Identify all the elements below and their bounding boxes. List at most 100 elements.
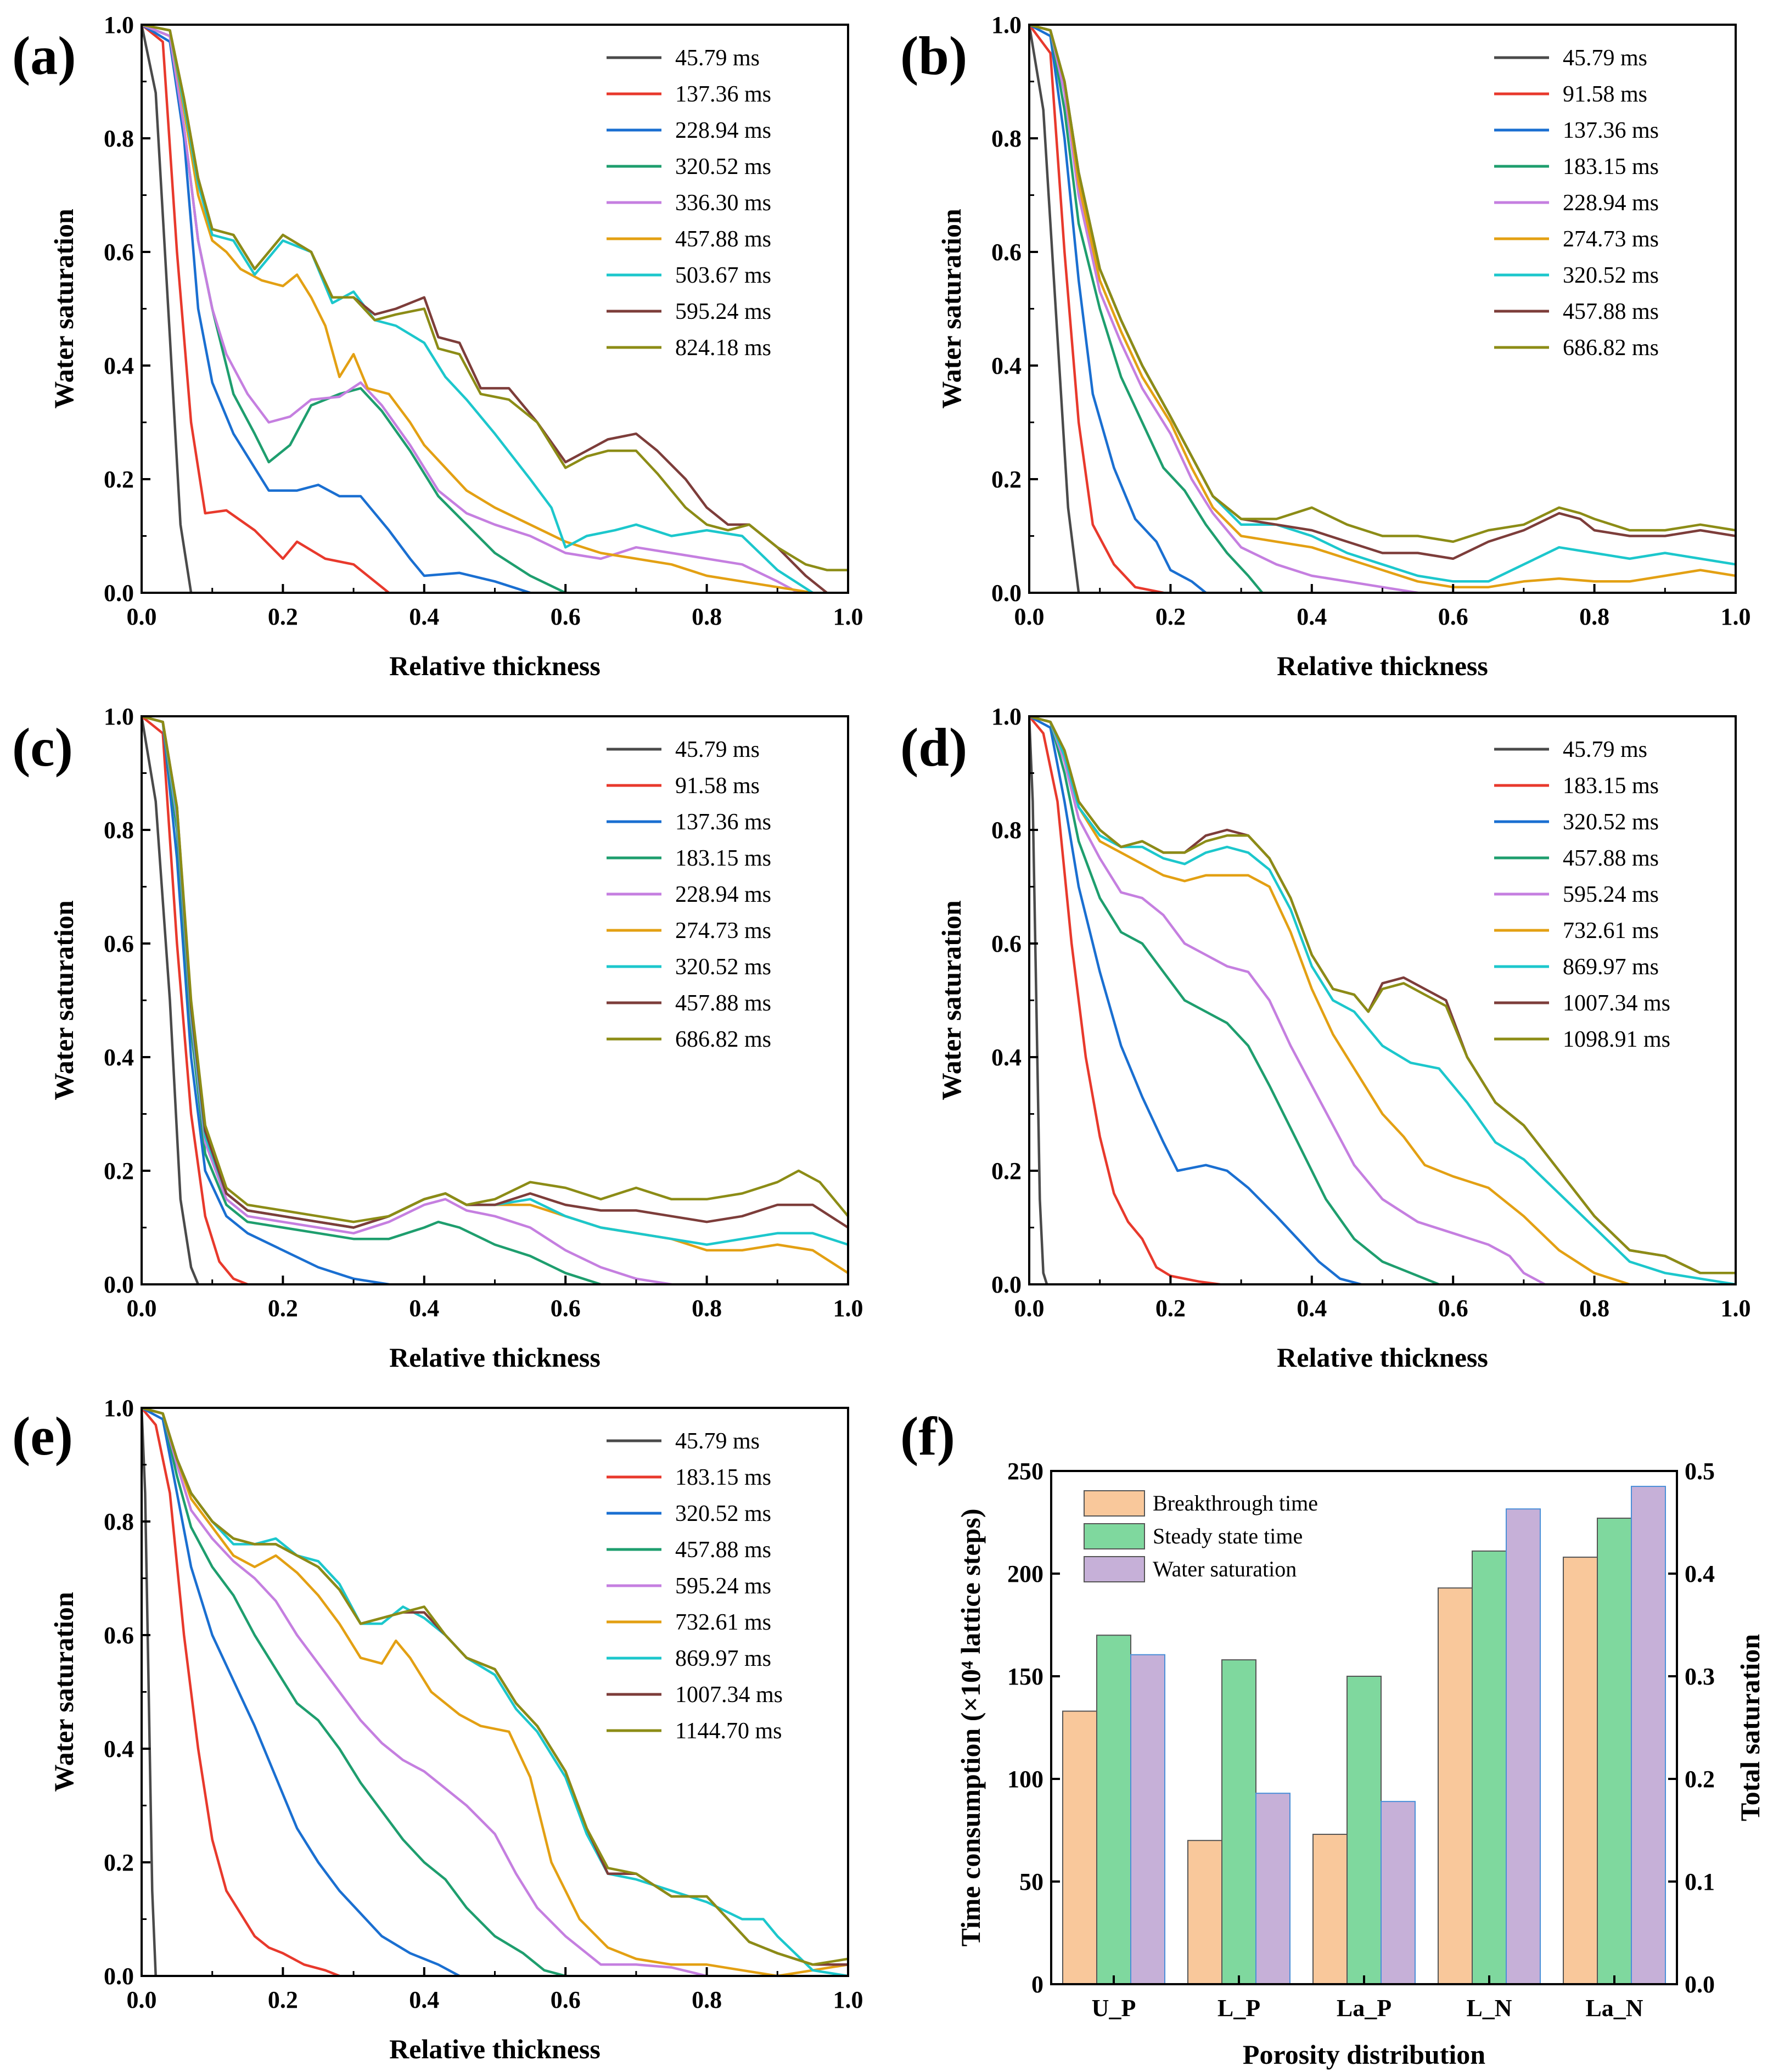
series-group [142, 24, 848, 593]
x-axis-title: Relative thickness [389, 2034, 601, 2064]
series-line-2 [1029, 715, 1363, 1284]
panel-b: (b) 0.0 0.2 0.4 0.6 0.8 1.0 0.0 0.2 0.4 0.6 0.8 1.0… [900, 12, 1751, 681]
series-line-0 [1029, 24, 1080, 593]
x-tick-label: 0.0 [127, 1986, 157, 2013]
chart-d: 0.0 0.2 0.4 0.6 0.8 1.0 0.0 0.2 0.4 0.6 0.8 1.0 Rela… [936, 703, 1751, 1373]
y-axis-title: Water saturation [936, 900, 967, 1100]
legend-swatch-2 [1084, 1556, 1145, 1582]
x-tick-label: 0.6 [1438, 1295, 1468, 1322]
bar-steady-state-time-La_P [1346, 1676, 1382, 1985]
x-tick-label: La_N [1585, 1995, 1643, 2022]
legend-label-3: 183.15 ms [675, 846, 771, 871]
y-tick-label: 0.6 [104, 930, 134, 957]
legend-label-4: 228.94 ms [675, 882, 771, 907]
series-line-2 [142, 1407, 461, 1976]
x-tick-label: 0.0 [1014, 1295, 1045, 1322]
series-line-1 [142, 24, 390, 593]
series-group [1029, 24, 1736, 593]
y-tick-label: 0.6 [104, 1622, 134, 1649]
legend: 45.79 ms 137.36 ms 228.94 ms 320.52 ms 336.3… [607, 46, 771, 361]
series-line-0 [1029, 715, 1048, 1284]
legend-label-1: Steady state time [1153, 1524, 1303, 1548]
y-axis-title: Water saturation [48, 209, 79, 409]
legend-label-6: 869.97 ms [675, 1646, 771, 1671]
legend: 45.79 ms 183.15 ms 320.52 ms 457.88 ms 595.2… [1494, 737, 1670, 1052]
series-line-3 [1029, 24, 1264, 593]
chart-b: 0.0 0.2 0.4 0.6 0.8 1.0 0.0 0.2 0.4 0.6 0.8 1.0 Rela… [936, 12, 1751, 681]
y-right-tick-label: 0.2 [1685, 1766, 1715, 1793]
bar-water-saturation-La_P [1381, 1801, 1416, 1985]
x-tick-label: 1.0 [833, 1295, 863, 1322]
x-tick-label: 1.0 [833, 1986, 863, 2013]
x-tick-label: 0.4 [1297, 603, 1327, 630]
plot-frame [1050, 1470, 1678, 1985]
series-group [142, 715, 848, 1284]
legend-label-8: 1144.70 ms [675, 1719, 782, 1744]
y-tick-label: 0.6 [991, 239, 1022, 266]
y-right-tick-label: 0.5 [1685, 1458, 1715, 1485]
bar-water-saturation-L_P [1255, 1793, 1291, 1985]
series-line-6 [1029, 715, 1736, 1284]
y-tick-label: 0.4 [104, 1044, 134, 1071]
series-line-0 [142, 24, 193, 593]
y-tick-label: 0.8 [991, 125, 1022, 152]
series-line-5 [1029, 715, 1631, 1284]
y-tick-label: 0.6 [991, 930, 1022, 957]
legend-swatch-0 [1084, 1490, 1145, 1517]
bar-breakthrough-time-La_N [1563, 1557, 1598, 1985]
legend-label-6: 869.97 ms [1563, 954, 1659, 980]
x-tick-label: 0.0 [127, 603, 157, 630]
panel-c: (c) 0.0 0.2 0.4 0.6 0.8 1.0 0.0 0.2 0.4 0.6 0.8 1.0… [12, 703, 863, 1373]
legend: 45.79 ms 91.58 ms 137.36 ms 183.15 ms 228.94… [607, 737, 771, 1052]
legend-label-1: 183.15 ms [675, 1465, 771, 1490]
y-tick-label: 1.0 [104, 1395, 134, 1422]
y-tick-label: 0.8 [104, 817, 134, 844]
legend-label-7: 1007.34 ms [1563, 991, 1670, 1016]
series-line-4 [142, 1407, 708, 1976]
x-axis-title: Porosity distribution [1243, 2039, 1485, 2070]
series-line-5 [142, 24, 814, 593]
legend-label-6: 503.67 ms [675, 263, 771, 288]
x-tick-label: 0.6 [551, 603, 581, 630]
y-tick-label: 1.0 [991, 12, 1022, 38]
bar-breakthrough-time-L_P [1187, 1840, 1222, 1985]
x-tick-label: U_P [1092, 1995, 1136, 2022]
panel-label-a: (a) [12, 25, 76, 86]
series-line-5 [142, 1407, 848, 1976]
chart-e: 0.0 0.2 0.4 0.6 0.8 1.0 0.0 0.2 0.4 0.6 0.8 1.0 Rela… [48, 1395, 863, 2064]
x-tick-label: 0.8 [692, 603, 722, 630]
legend-label-2: 320.52 ms [1563, 810, 1659, 835]
legend-label-1: 137.36 ms [675, 82, 771, 107]
legend-label-2: 137.36 ms [1563, 118, 1659, 143]
y-tick-label: 0.2 [104, 1158, 134, 1184]
series-line-3 [1029, 715, 1440, 1284]
legend-label-6: 320.52 ms [1563, 263, 1659, 288]
panel-label-e: (e) [12, 1406, 73, 1467]
y-tick-label: 0.2 [104, 466, 134, 493]
legend-label-7: 457.88 ms [1563, 299, 1659, 324]
y-tick-label: 0.2 [104, 1849, 134, 1876]
x-axis-title: Relative thickness [389, 650, 601, 681]
series-line-4 [142, 24, 800, 593]
x-tick-label: La_P [1337, 1995, 1392, 2022]
panel-label-c: (c) [12, 717, 73, 778]
legend: Breakthrough time Steady state time Water … [1084, 1490, 1318, 1582]
legend-label-4: 595.24 ms [1563, 882, 1659, 907]
y-left-tick-label: 50 [1019, 1868, 1043, 1895]
x-tick-label: 0.0 [1014, 603, 1045, 630]
y-tick-label: 1.0 [104, 12, 134, 38]
series-group [142, 1407, 848, 1976]
legend-label-8: 824.18 ms [675, 335, 771, 361]
x-tick-label: 0.6 [1438, 603, 1468, 630]
panel-a: (a) 0.0 0.2 0.4 0.6 0.8 1.0 0.0 0.2 0.4 0.6 0.8 1.0… [12, 12, 863, 681]
y-tick-label: 0.0 [104, 1271, 134, 1298]
x-tick-label: 1.0 [1721, 603, 1751, 630]
bar-breakthrough-time-L_N [1438, 1587, 1473, 1985]
legend-label-7: 457.88 ms [675, 991, 771, 1016]
y-tick-label: 0.4 [104, 1736, 134, 1762]
y-tick-label: 0.4 [991, 352, 1022, 379]
x-tick-label: 0.2 [268, 603, 298, 630]
legend-label-0: 45.79 ms [675, 737, 760, 762]
y-tick-label: 1.0 [991, 703, 1022, 730]
